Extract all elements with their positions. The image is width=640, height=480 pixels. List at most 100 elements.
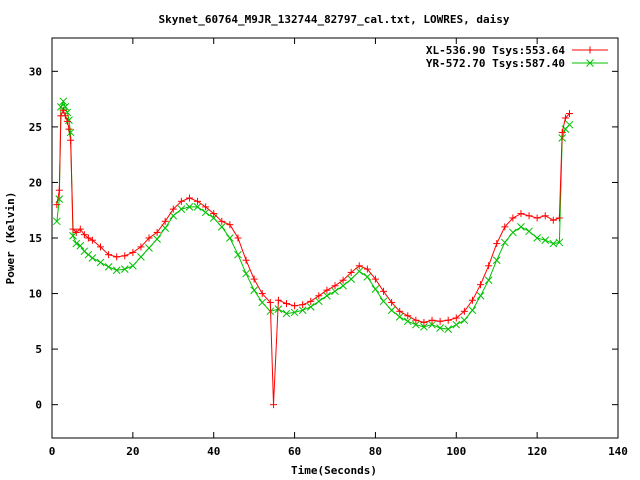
data-point	[177, 205, 186, 213]
data-point	[210, 210, 218, 218]
data-point	[59, 106, 67, 114]
data-point	[541, 236, 550, 245]
data-point	[363, 273, 372, 281]
data-point	[468, 296, 476, 304]
data-point	[104, 263, 113, 271]
data-point	[76, 225, 84, 233]
data-point	[420, 323, 428, 331]
data-point	[84, 234, 92, 242]
x-tick-label: 0	[49, 445, 56, 458]
data-point	[290, 308, 299, 317]
y-axis-label: Power (Kelvin)	[4, 192, 17, 285]
x-tick-label: 20	[126, 445, 139, 458]
data-point	[250, 286, 258, 295]
data-point	[270, 401, 278, 409]
data-point	[97, 243, 105, 251]
data-point	[242, 256, 250, 264]
data-point	[323, 286, 331, 294]
data-point	[339, 276, 347, 284]
series-1	[52, 97, 574, 333]
legend-label: XL-536.90 Tsys:553.64	[426, 44, 565, 57]
data-point	[66, 128, 75, 137]
data-point	[444, 316, 452, 324]
data-point	[193, 203, 202, 211]
data-point	[476, 291, 485, 300]
legend-marker	[586, 46, 594, 54]
data-point	[477, 281, 485, 289]
data-point	[388, 298, 396, 306]
data-point	[339, 281, 347, 290]
data-point	[169, 205, 177, 213]
data-point	[460, 316, 469, 325]
data-point	[533, 214, 541, 222]
data-point	[555, 238, 564, 247]
data-point	[412, 316, 420, 324]
data-point	[76, 241, 85, 250]
data-point	[452, 314, 460, 322]
data-point	[217, 223, 226, 231]
data-point	[323, 291, 331, 300]
y-tick-label: 15	[29, 232, 42, 245]
data-point	[72, 239, 81, 248]
data-point	[525, 212, 533, 220]
data-point	[218, 217, 226, 225]
y-tick-label: 0	[35, 399, 42, 412]
data-point	[541, 212, 549, 220]
data-point	[258, 290, 266, 298]
data-point	[363, 265, 371, 273]
series-0	[53, 106, 573, 409]
data-point	[492, 256, 501, 265]
data-point	[555, 214, 563, 222]
data-point	[67, 136, 75, 144]
y-tick-label: 5	[35, 343, 42, 356]
data-point	[525, 227, 533, 236]
y-tick-label: 30	[29, 65, 42, 78]
chart-title: Skynet_60764_M9JR_132744_82797_cal.txt, …	[159, 13, 510, 26]
x-tick-label: 60	[288, 445, 301, 458]
data-point	[53, 201, 61, 209]
data-point	[113, 253, 121, 261]
data-point	[436, 324, 444, 332]
data-point	[371, 275, 379, 283]
data-point	[185, 203, 194, 211]
data-point	[185, 194, 193, 202]
data-point	[412, 320, 420, 329]
data-point	[314, 297, 323, 306]
data-point	[84, 250, 93, 259]
x-tick-label: 80	[369, 445, 382, 458]
data-point	[282, 300, 290, 308]
x-tick-label: 100	[446, 445, 466, 458]
data-point	[380, 287, 388, 295]
legend-marker	[586, 59, 594, 67]
x-axis-label: Time(Seconds)	[291, 464, 377, 477]
x-tick-label: 140	[608, 445, 628, 458]
data-point	[331, 287, 339, 296]
data-point	[69, 231, 77, 240]
data-point	[387, 306, 396, 315]
data-point	[65, 116, 73, 125]
data-point	[55, 186, 63, 194]
data-point	[161, 217, 169, 225]
data-point	[112, 266, 121, 275]
data-point	[80, 247, 89, 256]
data-point	[420, 318, 428, 326]
data-point	[517, 210, 525, 218]
data-point	[509, 214, 517, 222]
data-point	[404, 312, 412, 320]
data-point	[549, 216, 557, 224]
data-point	[234, 250, 242, 259]
data-point	[145, 244, 153, 252]
data-point	[428, 320, 436, 329]
data-point	[558, 128, 566, 136]
data-point	[129, 248, 137, 256]
data-point	[396, 307, 404, 315]
data-point	[565, 120, 574, 129]
data-point	[444, 325, 453, 333]
data-point	[509, 228, 517, 237]
axis-ticks: 0 20 40 60 80 100 120 140 0 5 10 15 20 25 30	[29, 38, 628, 458]
data-point	[306, 303, 315, 311]
data-point	[137, 243, 145, 251]
data-point	[69, 225, 77, 233]
data-point	[371, 285, 380, 293]
